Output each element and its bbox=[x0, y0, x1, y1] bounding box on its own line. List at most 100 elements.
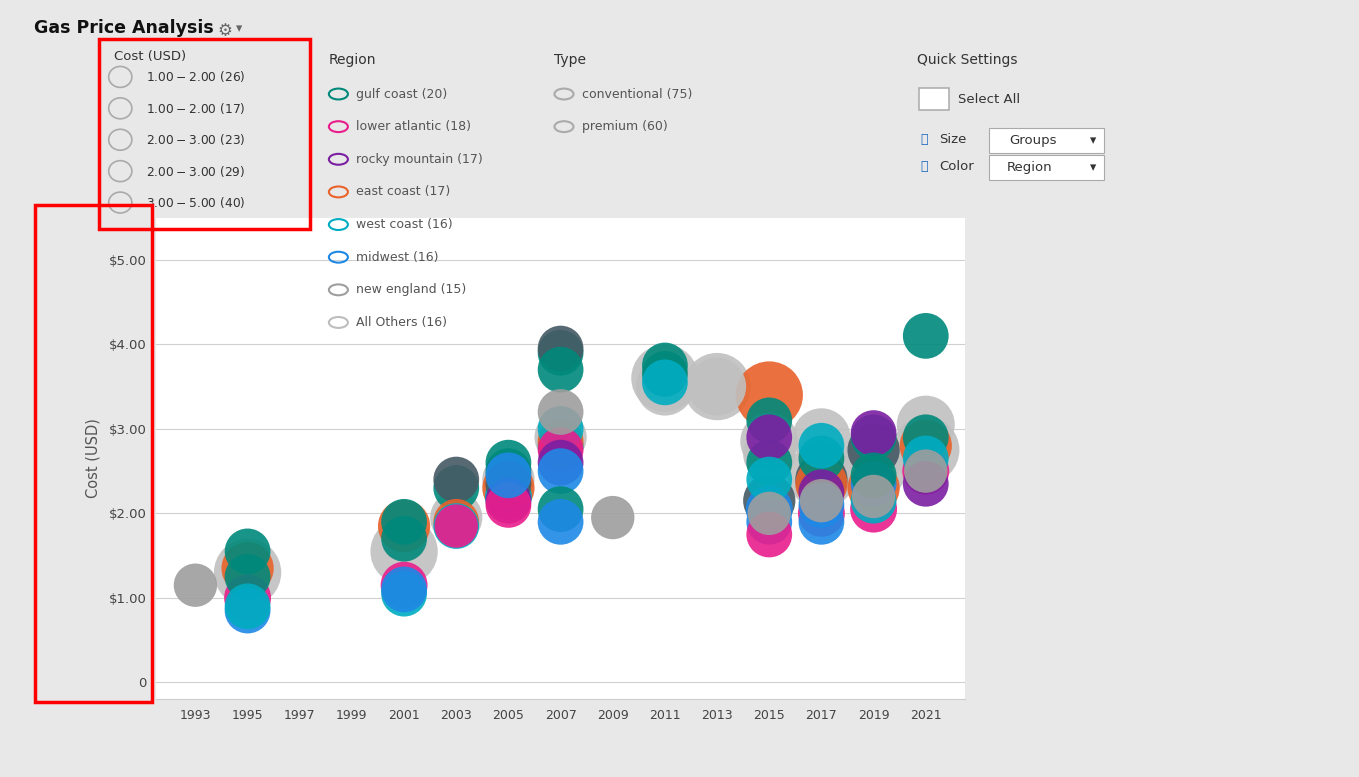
Point bbox=[810, 499, 832, 511]
Point bbox=[236, 562, 258, 574]
Text: Size: Size bbox=[939, 134, 966, 146]
Point bbox=[550, 435, 572, 448]
Point bbox=[915, 440, 936, 452]
Point bbox=[393, 516, 414, 528]
Point bbox=[810, 452, 832, 465]
Text: new england (15): new england (15) bbox=[356, 284, 466, 296]
Text: Color: Color bbox=[939, 160, 974, 172]
Point bbox=[550, 431, 572, 444]
Point bbox=[758, 431, 780, 444]
Point bbox=[550, 343, 572, 355]
Point bbox=[550, 406, 572, 418]
Point bbox=[758, 435, 780, 448]
Text: midwest (16): midwest (16) bbox=[356, 251, 439, 263]
Text: $1.00 - $2.00 (17): $1.00 - $2.00 (17) bbox=[145, 101, 245, 116]
Point bbox=[446, 520, 467, 532]
Point bbox=[497, 456, 519, 469]
Point bbox=[758, 516, 780, 528]
Point bbox=[393, 532, 414, 545]
Text: $2.00 - $3.00 (29): $2.00 - $3.00 (29) bbox=[145, 164, 245, 179]
Point bbox=[810, 507, 832, 520]
Text: rocky mountain (17): rocky mountain (17) bbox=[356, 153, 482, 166]
Point bbox=[393, 584, 414, 596]
Y-axis label: Cost (USD): Cost (USD) bbox=[86, 419, 101, 498]
Point bbox=[550, 423, 572, 435]
Text: Groups: Groups bbox=[1010, 134, 1057, 147]
Point bbox=[446, 516, 467, 528]
Text: ▾: ▾ bbox=[1090, 134, 1097, 147]
Point bbox=[810, 486, 832, 499]
Text: Select All: Select All bbox=[958, 93, 1021, 106]
Text: ▾: ▾ bbox=[1090, 162, 1097, 174]
Point bbox=[915, 329, 936, 342]
Point bbox=[863, 431, 885, 444]
Text: ⚙: ⚙ bbox=[217, 22, 232, 40]
Point bbox=[915, 465, 936, 477]
Point bbox=[915, 452, 936, 465]
Point bbox=[497, 490, 519, 503]
Point bbox=[758, 456, 780, 469]
Point bbox=[550, 503, 572, 515]
Point bbox=[602, 511, 624, 524]
Text: ⓘ: ⓘ bbox=[920, 134, 928, 146]
Point bbox=[810, 478, 832, 490]
Point bbox=[863, 482, 885, 494]
Text: lower atlantic (18): lower atlantic (18) bbox=[356, 120, 472, 133]
Point bbox=[654, 368, 675, 380]
Point bbox=[446, 511, 467, 524]
Text: All Others (16): All Others (16) bbox=[356, 316, 447, 329]
Point bbox=[550, 364, 572, 376]
Point bbox=[758, 448, 780, 461]
Text: west coast (16): west coast (16) bbox=[356, 218, 453, 231]
Point bbox=[497, 473, 519, 486]
Point bbox=[915, 431, 936, 444]
Point bbox=[236, 600, 258, 612]
Point bbox=[550, 516, 572, 528]
Point bbox=[863, 461, 885, 473]
Point bbox=[446, 482, 467, 494]
Point bbox=[236, 591, 258, 604]
Point bbox=[758, 414, 780, 427]
Point bbox=[446, 473, 467, 486]
Text: conventional (75): conventional (75) bbox=[582, 88, 692, 100]
Text: $1.00 - $2.00 (26): $1.00 - $2.00 (26) bbox=[145, 69, 245, 85]
Point bbox=[497, 499, 519, 511]
Point bbox=[654, 359, 675, 371]
Point bbox=[863, 494, 885, 507]
Point bbox=[810, 473, 832, 486]
Point bbox=[863, 478, 885, 490]
Point bbox=[758, 473, 780, 486]
Point bbox=[707, 381, 728, 393]
Point bbox=[758, 388, 780, 401]
Point bbox=[758, 494, 780, 507]
Point bbox=[758, 503, 780, 515]
Point bbox=[915, 444, 936, 456]
Point bbox=[236, 545, 258, 558]
Text: premium (60): premium (60) bbox=[582, 120, 667, 133]
Point bbox=[497, 478, 519, 490]
Point bbox=[497, 494, 519, 507]
Text: Gas Price Analysis: Gas Price Analysis bbox=[34, 19, 213, 37]
Point bbox=[497, 482, 519, 494]
Text: Type: Type bbox=[554, 53, 587, 67]
Point bbox=[550, 440, 572, 452]
Point bbox=[915, 465, 936, 477]
Point bbox=[758, 507, 780, 520]
Text: Quick Settings: Quick Settings bbox=[917, 53, 1018, 67]
Point bbox=[863, 490, 885, 503]
Text: east coast (17): east coast (17) bbox=[356, 186, 450, 198]
Point bbox=[236, 566, 258, 579]
Point bbox=[863, 444, 885, 456]
Point bbox=[654, 376, 675, 388]
Point bbox=[550, 444, 572, 456]
Point bbox=[497, 465, 519, 477]
Point bbox=[236, 570, 258, 583]
Text: Region: Region bbox=[329, 53, 376, 67]
Point bbox=[393, 545, 414, 558]
Text: Cost (USD): Cost (USD) bbox=[114, 51, 186, 63]
Point bbox=[393, 579, 414, 591]
Text: $2.00 - $3.00 (23): $2.00 - $3.00 (23) bbox=[145, 132, 245, 148]
Point bbox=[497, 469, 519, 482]
Point bbox=[236, 605, 258, 617]
Point bbox=[915, 478, 936, 490]
